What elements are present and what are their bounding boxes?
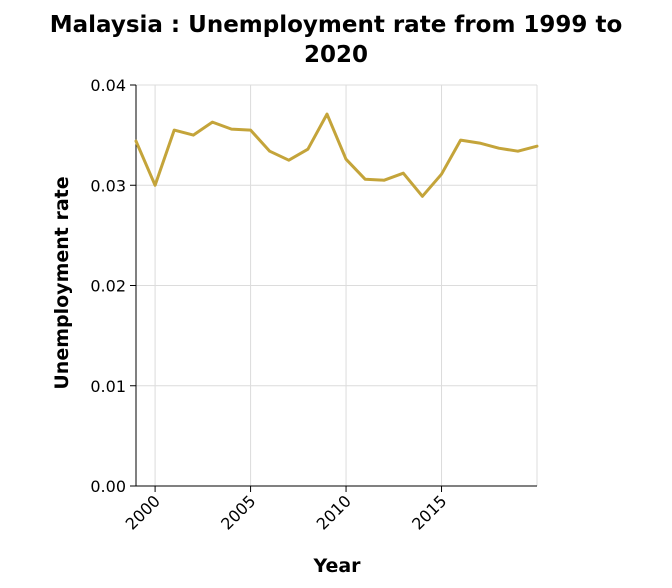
y-tick-label: 0.01 [90, 377, 126, 396]
x-tick-label: 2005 [217, 491, 259, 533]
y-tick-label: 0.03 [90, 176, 126, 195]
x-tick-label: 2010 [313, 491, 355, 533]
y-axis-title: Unemployment rate [51, 176, 73, 389]
y-tick-label: 0.00 [90, 477, 126, 496]
chart-title-line-1: Malaysia : Unemployment rate from 1999 t… [50, 12, 623, 38]
series-line-unemployment-rate [134, 112, 539, 198]
x-tick-label: 2000 [122, 491, 164, 533]
y-tick-label: 0.02 [90, 277, 126, 296]
data-series [134, 112, 539, 198]
axes: 0.00 0.01 0.02 0.03 0.04 2000 2005 2010 2015 [90, 76, 537, 534]
x-axis-title: Year [312, 555, 361, 577]
x-tick-label: 2015 [408, 491, 450, 533]
gridlines [136, 84, 538, 487]
chart-title-line-2: 2020 [304, 42, 368, 68]
chart-title: Malaysia : Unemployment rate from 1999 t… [50, 12, 623, 68]
y-tick-label: 0.04 [90, 76, 126, 95]
